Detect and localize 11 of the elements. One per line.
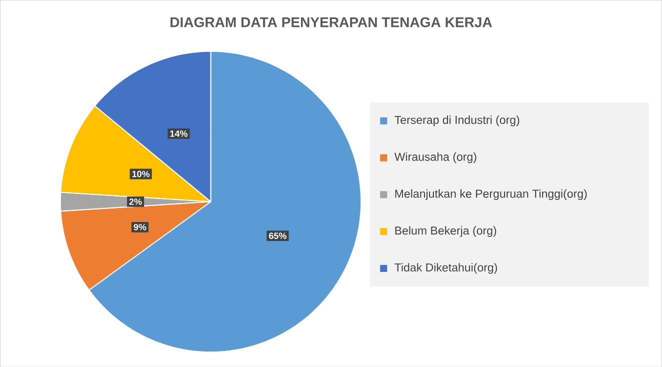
data-label: 2%: [129, 198, 142, 205]
data-label: 14%: [170, 130, 188, 137]
legend-label: Wirausaha (org): [394, 152, 476, 164]
legend-label: Belum Bekerja (org): [395, 226, 496, 237]
legend-label: Tidak Diketahui(org): [394, 262, 497, 274]
chart-title: DIAGRAM DATA PENYERAPAN TENAGA KERJA: [170, 17, 492, 28]
data-label: 65%: [269, 232, 286, 239]
data-label: 10%: [132, 170, 150, 178]
legend-label: Terserap di Industri (org): [394, 115, 520, 126]
data-label: 9%: [134, 224, 146, 230]
legend-label: Melanjutkan ke Perguruan Tinggi(org): [395, 189, 587, 200]
